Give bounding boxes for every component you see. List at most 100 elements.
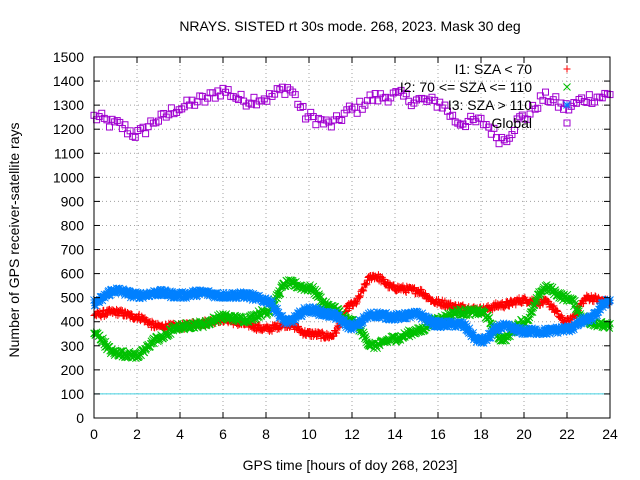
legend-entry-label: Global <box>492 115 532 131</box>
data-point <box>542 88 549 96</box>
data-point <box>104 310 112 318</box>
data-point <box>558 312 566 320</box>
data-point <box>102 311 110 319</box>
data-point <box>539 96 547 104</box>
data-point <box>449 111 457 119</box>
data-point <box>591 292 599 300</box>
data-point <box>511 126 519 134</box>
data-point <box>359 286 367 294</box>
data-point <box>490 124 498 132</box>
x-tick-label: 0 <box>90 426 98 442</box>
data-point <box>356 293 364 301</box>
data-point <box>256 321 264 329</box>
x-tick-label: 4 <box>176 426 184 442</box>
data-point <box>402 90 410 98</box>
x-axis-tick-labels: 0 2 4 6 8 10 12 14 16 18 20 22 24 <box>90 426 618 442</box>
legend-entry-label: I3: SZA > 110 <box>448 97 532 113</box>
data-point <box>552 307 560 315</box>
x-tick-label: 6 <box>219 426 227 442</box>
data-point <box>117 306 125 314</box>
data-point <box>250 93 258 101</box>
data-point <box>371 90 379 98</box>
data-point <box>224 86 232 94</box>
data-point <box>247 100 255 108</box>
data-point <box>291 91 299 99</box>
x-tick-label: 24 <box>602 426 618 442</box>
legend-entry-label: I1: SZA < 70 <box>455 61 533 77</box>
data-point <box>333 329 341 337</box>
data-point <box>431 96 439 104</box>
y-tick-label: 1000 <box>53 169 84 185</box>
chart-title: NRAYS. SISTED rt 30s mode. 268, 2023. Ma… <box>179 18 520 34</box>
data-point <box>353 298 361 306</box>
data-point <box>263 97 271 105</box>
x-tick-label: 16 <box>430 426 446 442</box>
data-point <box>155 117 162 125</box>
data-point <box>318 328 326 336</box>
y-axis-title: Number of GPS receiver-satellite rays <box>6 123 22 358</box>
data-point <box>180 103 188 111</box>
data-point <box>526 110 534 118</box>
data-point <box>165 111 173 119</box>
y-tick-label: 1300 <box>53 97 84 113</box>
data-point <box>128 311 136 319</box>
data-point <box>242 317 251 326</box>
y-tick-label: 600 <box>61 266 85 282</box>
data-point <box>103 116 111 124</box>
data-point <box>585 91 593 99</box>
y-tick-label: 1500 <box>53 49 84 65</box>
data-point <box>131 133 139 141</box>
data-point <box>327 123 335 131</box>
data-point <box>121 121 129 129</box>
data-point <box>389 281 397 289</box>
data-point <box>418 286 426 294</box>
data-point <box>356 97 364 105</box>
data-point <box>553 306 561 314</box>
data-point <box>278 83 286 91</box>
y-tick-label: 500 <box>61 290 85 306</box>
data-point <box>390 281 398 289</box>
data-point <box>142 130 150 138</box>
legend-entry-marker <box>563 65 571 73</box>
data-point <box>552 93 560 101</box>
x-tick-label: 22 <box>559 426 575 442</box>
data-point <box>127 310 135 318</box>
legend-entry-marker <box>563 101 571 109</box>
data-point <box>369 96 377 104</box>
data-point <box>158 321 166 329</box>
data-point <box>338 116 346 124</box>
x-axis-title: GPS time [hours of doy 268, 2023] <box>243 457 458 473</box>
y-tick-label: 200 <box>61 362 85 378</box>
data-point <box>268 327 276 335</box>
data-point <box>299 102 307 110</box>
data-point <box>580 300 588 308</box>
y-tick-label: 0 <box>76 410 84 426</box>
y-axis-tick-labels: 0 100 200 300 400 500 600 700 800 900 1000 1100 1200… <box>53 49 84 426</box>
data-point <box>281 90 289 98</box>
y-tick-label: 800 <box>61 217 85 233</box>
data-point <box>329 332 337 340</box>
y-tick-label: 400 <box>61 314 85 330</box>
data-point <box>380 276 388 284</box>
data-point <box>356 292 364 300</box>
data-point <box>554 308 562 316</box>
data-point <box>294 322 302 330</box>
x-tick-label: 10 <box>301 426 317 442</box>
y-tick-label: 700 <box>61 242 85 258</box>
grid-lines <box>94 57 610 418</box>
y-tick-label: 300 <box>61 338 85 354</box>
data-point <box>211 94 219 102</box>
data-point <box>297 326 305 334</box>
data-point <box>363 281 371 289</box>
data-point <box>583 98 591 106</box>
x-tick-label: 20 <box>516 426 532 442</box>
data-point <box>485 123 493 131</box>
y-tick-label: 1100 <box>54 145 84 161</box>
data-point <box>216 92 224 100</box>
data-point <box>353 109 361 117</box>
x-tick-label: 2 <box>133 426 141 442</box>
legend-entry-label: I2: 70 <= SZA <= 110 <box>400 79 532 95</box>
y-tick-label: 100 <box>61 386 85 402</box>
data-point <box>505 302 513 310</box>
